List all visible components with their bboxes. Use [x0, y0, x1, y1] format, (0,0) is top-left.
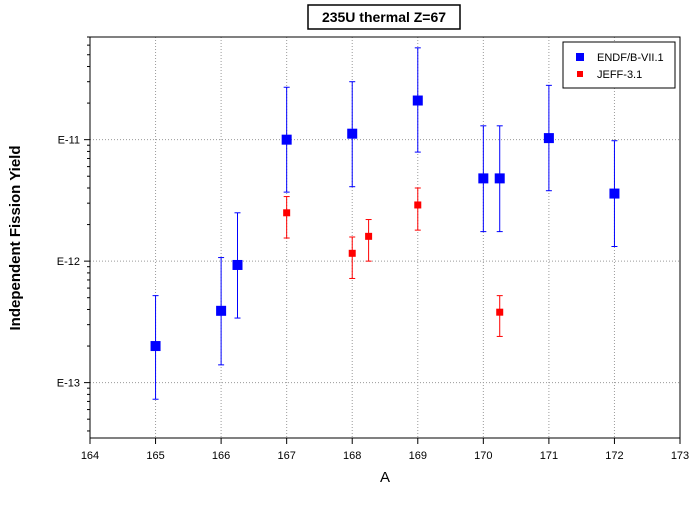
data-point-endf: [216, 305, 227, 316]
legend-marker-endf: [576, 53, 584, 61]
x-tick-label: 167: [277, 450, 295, 462]
x-axis-label: A: [380, 469, 390, 486]
data-point-endf: [494, 173, 505, 184]
y-axis-label: Independent Fission Yield: [7, 145, 24, 330]
x-tick-label: 169: [409, 450, 427, 462]
data-point-endf: [232, 259, 243, 270]
x-tick-label: 170: [474, 450, 492, 462]
y-tick-label: E-11: [58, 135, 80, 147]
x-tick-label: 164: [81, 450, 99, 462]
grid-layer: [90, 37, 680, 438]
y-tick-label: E-13: [57, 378, 80, 390]
data-point-jeff: [348, 249, 356, 257]
data-point-endf: [150, 341, 161, 352]
x-tick-label: 165: [146, 450, 164, 462]
x-tick-label: 166: [212, 450, 230, 462]
chart-title-box: 235U thermal Z=67: [307, 4, 461, 30]
legend-box: [562, 41, 676, 89]
data-point-jeff: [414, 201, 422, 209]
plot-frame: [89, 36, 681, 439]
data-point-endf: [478, 173, 489, 184]
x-tick-label: 171: [540, 450, 558, 462]
legend-label-jeff: JEFF-3.1: [597, 69, 642, 81]
x-tick-label: 172: [605, 450, 623, 462]
data-point-jeff: [283, 209, 291, 217]
data-point-endf: [412, 95, 423, 106]
legend-label-endf: ENDF/B-VII.1: [597, 52, 664, 64]
legend-marker-jeff: [577, 71, 583, 77]
marks-layer: [150, 47, 620, 400]
data-point-jeff: [365, 232, 373, 240]
data-point-endf: [281, 134, 292, 145]
y-tick-label: E-12: [57, 256, 80, 268]
ticks-layer: 164 165 166 167 168 169 170 171 172 173 E-13 E-12 E-…: [57, 36, 689, 462]
data-point-endf: [609, 188, 620, 199]
data-point-endf: [543, 133, 554, 144]
x-tick-label: 168: [343, 450, 361, 462]
data-point-jeff: [496, 308, 504, 316]
legend: ENDF/B-VII.1 JEFF-3.1: [562, 41, 676, 89]
x-tick-label: 173: [671, 450, 689, 462]
chart-title: 235U thermal Z=67: [322, 9, 446, 25]
data-point-endf: [347, 128, 358, 139]
